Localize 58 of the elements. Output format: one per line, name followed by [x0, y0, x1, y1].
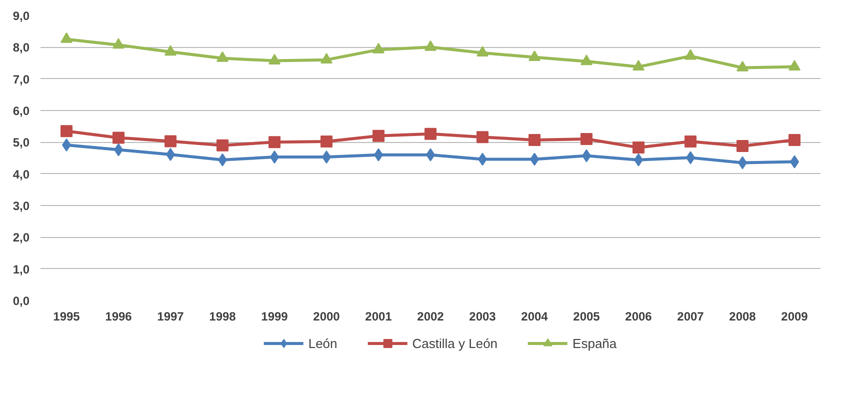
point: [112, 132, 124, 144]
point: [580, 54, 592, 66]
point: [528, 134, 540, 146]
point: [320, 136, 332, 148]
point: [528, 50, 540, 61]
y-tick-label: 1,0: [12, 262, 30, 276]
x-tick-label: 1998: [209, 310, 236, 324]
x-tick-label: 1995: [53, 310, 80, 324]
x-tick-label: 2006: [625, 310, 652, 324]
point: [372, 42, 384, 54]
legend-label: Castilla y León: [412, 336, 498, 350]
x-tick-label: 2009: [781, 310, 808, 324]
point: [788, 60, 800, 70]
point: [320, 52, 332, 64]
legend-label: León: [308, 336, 338, 350]
point: [268, 136, 280, 148]
point: [112, 38, 124, 49]
point: [164, 135, 176, 148]
y-tick-label: 2,0: [12, 230, 30, 245]
point: [632, 60, 644, 70]
y-tick-label: 5,0: [12, 136, 30, 150]
point: [60, 125, 72, 138]
point: [736, 140, 748, 152]
point: [632, 142, 644, 154]
y-tick-label: 9,0: [12, 9, 30, 23]
point: [60, 32, 72, 43]
x-tick-label: 2002: [417, 310, 444, 324]
point: [216, 139, 228, 152]
point: [684, 49, 696, 60]
x-tick-label: 2001: [365, 310, 392, 324]
x-tick-label: 2007: [677, 310, 704, 324]
x-tick-label: 2000: [313, 310, 340, 324]
point: [788, 134, 800, 146]
point: [476, 46, 488, 57]
y-tick-label: 3,0: [12, 199, 30, 213]
point: [424, 40, 436, 51]
y-tick-label: 8,0: [12, 40, 30, 55]
y-tick-label: 4,0: [12, 167, 30, 182]
point: [424, 128, 436, 140]
legend-label: España: [572, 336, 617, 350]
x-tick-label: 2004: [521, 310, 548, 324]
point: [684, 136, 696, 148]
x-tick-label: 2005: [573, 310, 600, 324]
point: [268, 54, 280, 64]
x-tick-label: 1997: [157, 310, 184, 324]
x-tick-label: 1996: [105, 310, 132, 324]
x-tick-label: 1999: [261, 310, 288, 324]
y-tick-label: 6,0: [12, 104, 30, 118]
point: [476, 131, 488, 144]
x-tick-label: 2008: [729, 310, 756, 324]
point: [372, 130, 384, 142]
y-tick-label: 7,0: [12, 72, 30, 86]
point: [216, 51, 228, 62]
x-tick-label: 2003: [469, 310, 496, 324]
point: [736, 60, 748, 72]
point: [164, 45, 176, 56]
point: [580, 133, 592, 145]
y-tick-label: 0,0: [12, 294, 30, 308]
